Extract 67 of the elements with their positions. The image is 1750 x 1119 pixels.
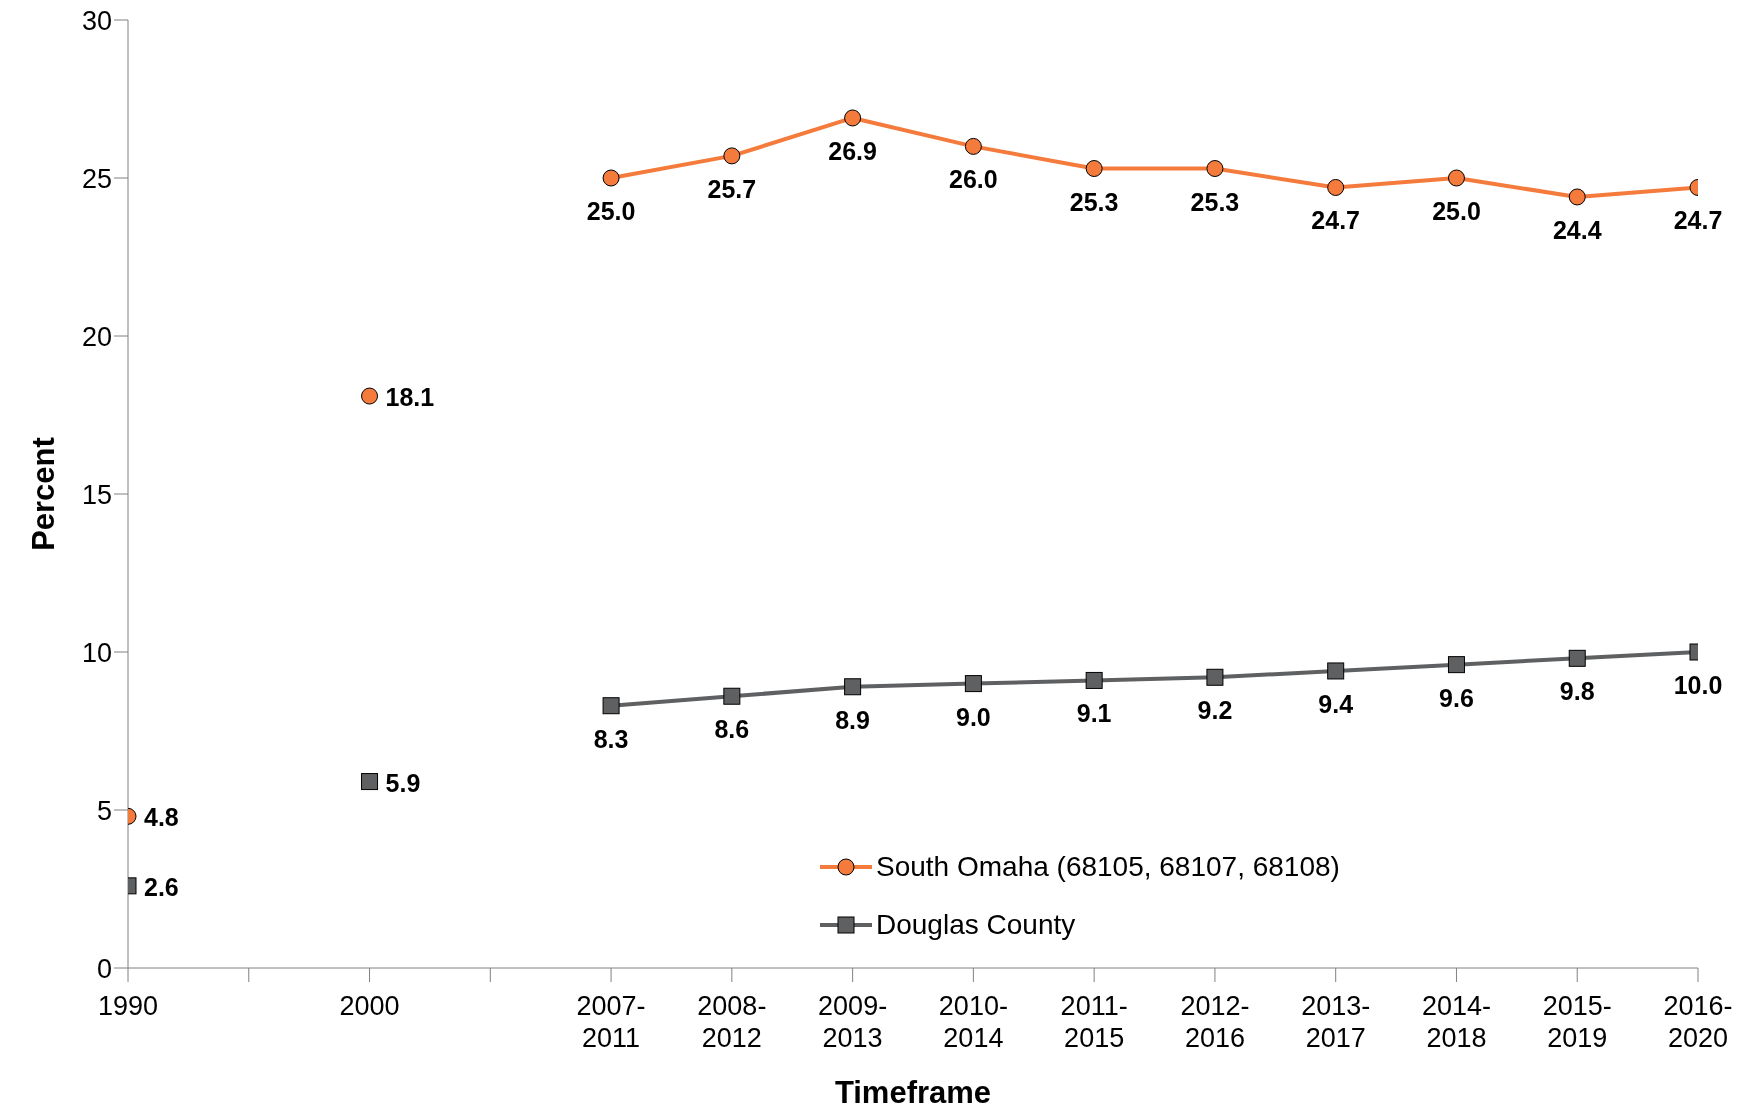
point [1085, 671, 1103, 689]
y-tick-label: 20 [81, 321, 112, 352]
data-label: 9.4 [1318, 689, 1354, 718]
data-label: 4.8 [144, 803, 179, 832]
x-tick-label: 2000 [339, 991, 400, 1021]
point [723, 147, 741, 165]
y-tick-label: 15 [81, 479, 112, 510]
y-tick-label: 25 [81, 163, 112, 194]
point [844, 109, 862, 127]
point [361, 387, 379, 405]
data-label: 25.7 [707, 174, 757, 203]
data-label: 24.4 [1552, 215, 1602, 244]
data-label: 25.0 [586, 197, 636, 225]
x-tick-label: 2012-2016 [1180, 991, 1250, 1054]
data-label: 24.7 [1673, 206, 1723, 235]
y-tick-label: 5 [96, 795, 112, 826]
data-label: 26.0 [949, 165, 998, 194]
x-tick-label: 1990 [97, 991, 159, 1021]
point [1327, 662, 1345, 680]
point [844, 678, 862, 696]
data-label: 5.9 [385, 768, 421, 797]
x-tick-label: 2007-2011 [576, 991, 646, 1054]
point [1568, 649, 1586, 667]
point [602, 169, 620, 187]
point [1568, 188, 1586, 206]
data-label: 8.6 [714, 715, 750, 744]
point [1447, 656, 1465, 674]
point [964, 137, 982, 155]
data-label: 10.0 [1673, 671, 1723, 699]
legend-label: Douglas County [876, 909, 1076, 941]
data-label: 26.9 [828, 136, 877, 165]
point [602, 697, 620, 715]
point [1327, 178, 1345, 196]
y-axis-title: Percent [26, 437, 62, 551]
y-tick-label: 10 [81, 637, 112, 668]
x-tick-label: 2015-2019 [1542, 991, 1612, 1054]
y-tick-label: 30 [81, 5, 112, 36]
data-label: 2.6 [144, 872, 179, 901]
legend-label: South Omaha (68105, 68107, 68108) [876, 851, 1340, 883]
x-tick-label: 2014-2018 [1421, 991, 1491, 1054]
data-label: 25.3 [1069, 187, 1119, 216]
point [361, 773, 379, 791]
point [964, 675, 982, 693]
point [1206, 160, 1224, 178]
x-tick-label: 2011-2015 [1060, 991, 1128, 1054]
data-label: 25.3 [1190, 187, 1240, 216]
data-label: 9.1 [1076, 699, 1112, 728]
x-tick-label: 2016-2020 [1663, 991, 1733, 1054]
point [1085, 160, 1103, 178]
data-label: 9.0 [956, 702, 991, 731]
data-label: 18.1 [385, 383, 435, 412]
data-label: 9.6 [1439, 683, 1474, 712]
x-axis-title: Timeframe [834, 1075, 992, 1110]
data-label: 9.8 [1559, 677, 1595, 706]
data-label: 9.2 [1197, 696, 1233, 725]
point [1206, 668, 1224, 686]
point [1447, 169, 1465, 187]
x-tick-label: 2013-2017 [1301, 991, 1371, 1054]
data-label: 24.7 [1311, 206, 1361, 235]
data-label: 8.9 [835, 705, 870, 734]
point [723, 687, 741, 705]
y-tick-label: 0 [96, 953, 112, 984]
x-tick-label: 2009-2013 [818, 991, 888, 1054]
data-label: 8.3 [593, 724, 629, 753]
x-tick-label: 2010-2014 [938, 991, 1008, 1054]
x-tick-label: 2008-2012 [697, 991, 767, 1054]
data-label: 25.0 [1432, 197, 1481, 225]
